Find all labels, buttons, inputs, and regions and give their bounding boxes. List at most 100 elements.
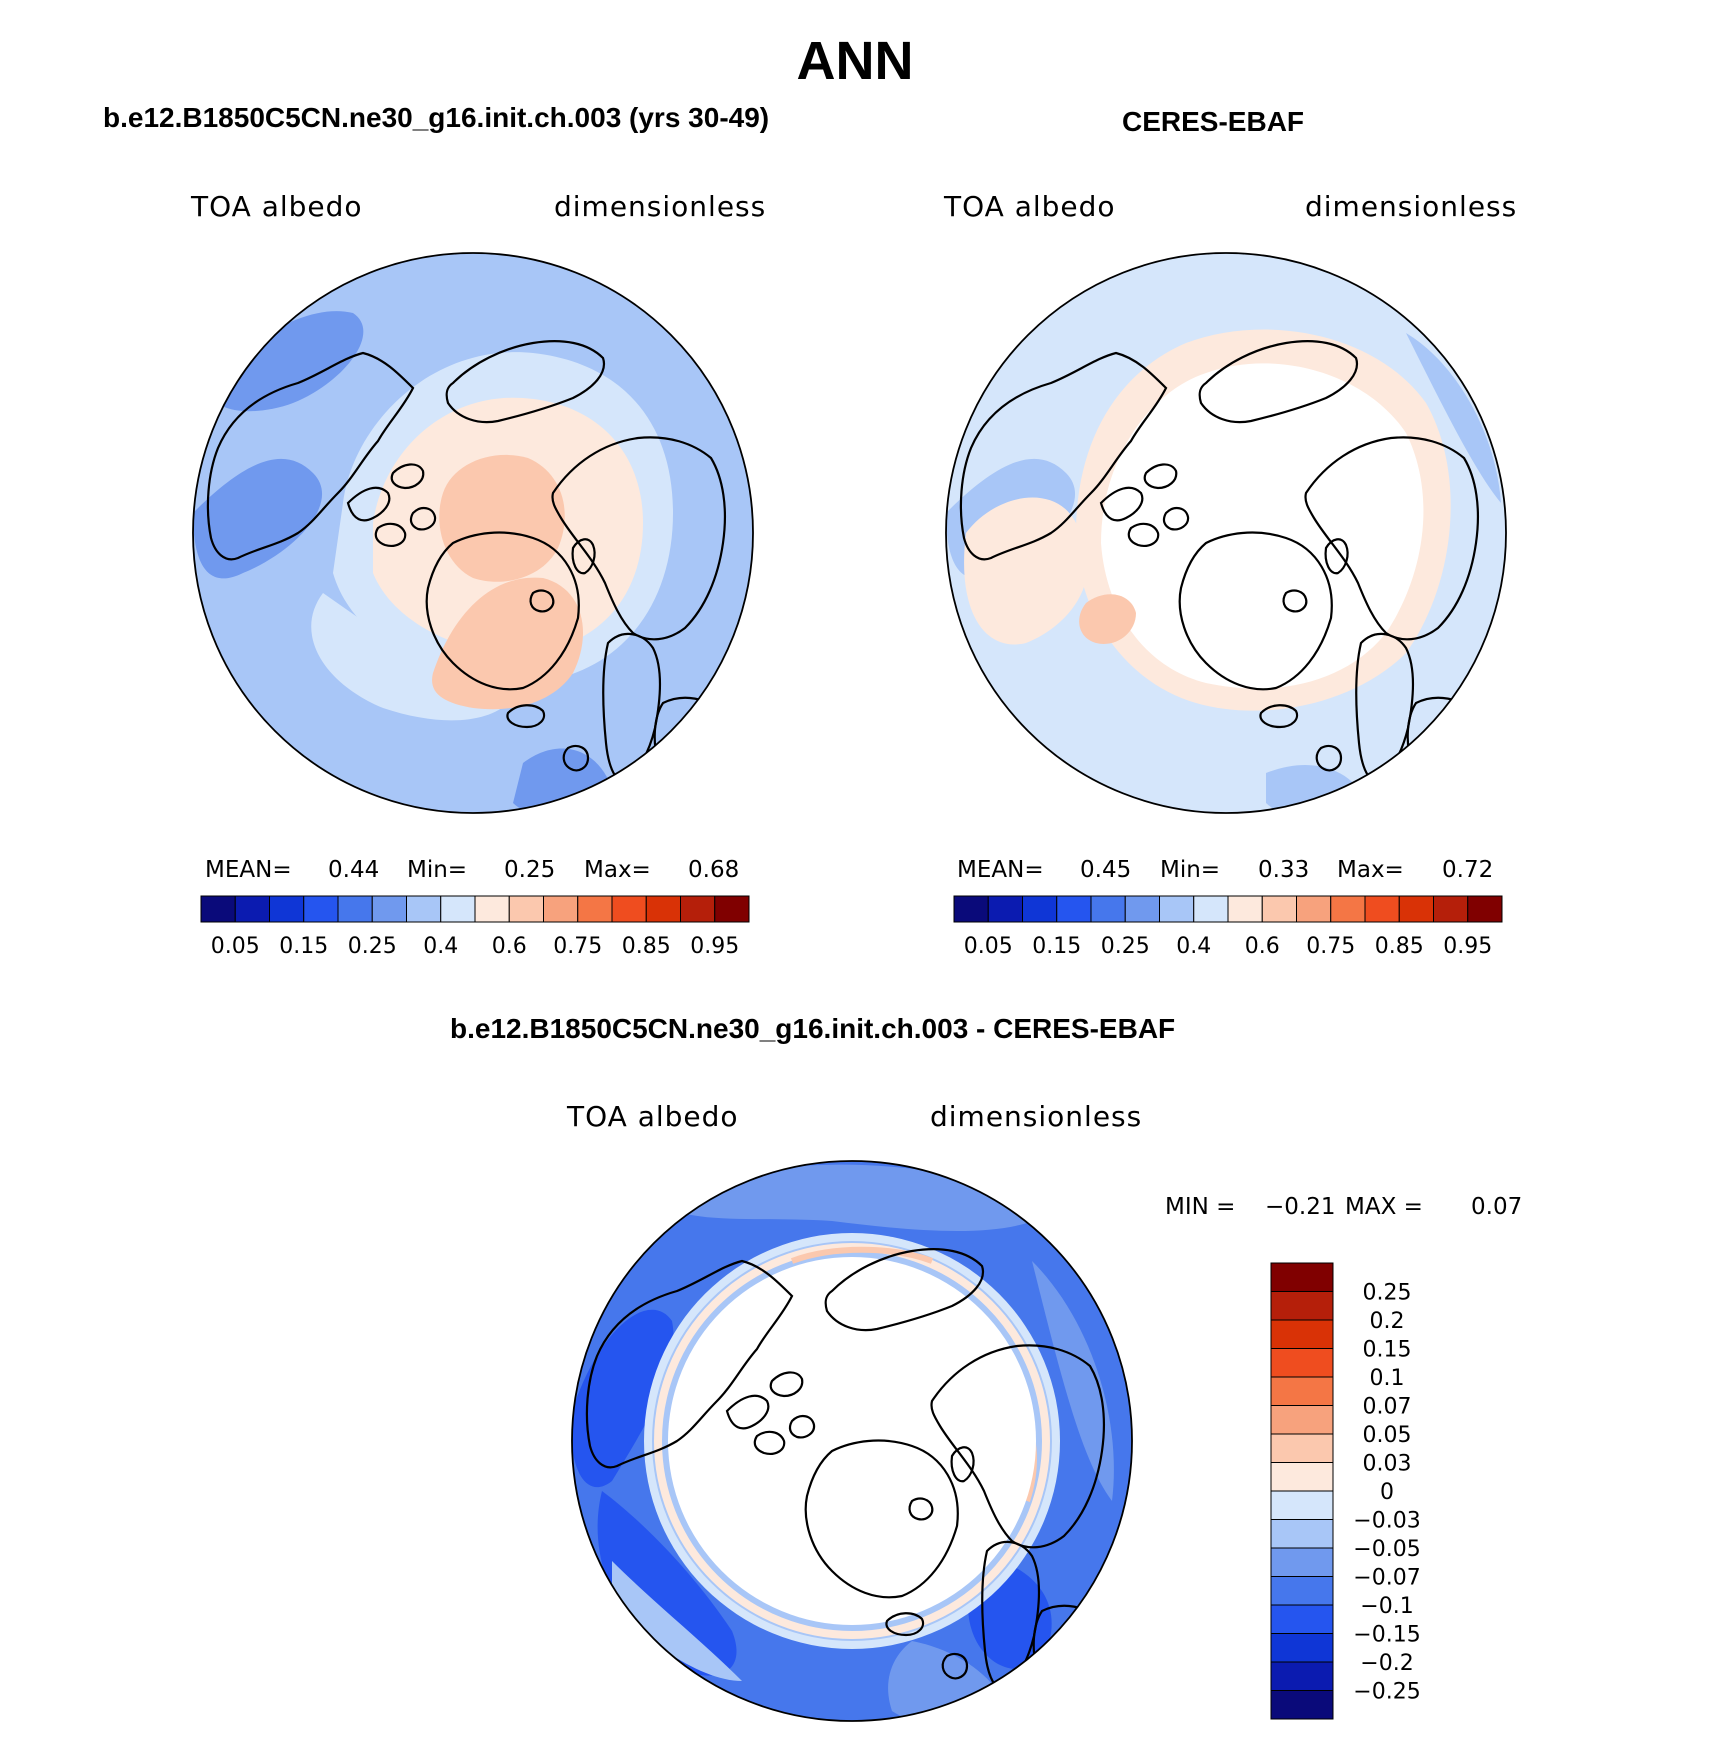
polar-map-diff: [571, 1160, 1133, 1722]
colorbar-tick-label: 0.05: [964, 934, 1013, 959]
colorbar-tick-label: 0.75: [1306, 934, 1355, 959]
colorbar-swatch: [1270, 1376, 1334, 1406]
colorbar-swatch: [611, 895, 647, 923]
colorbar-tick-label: 0.03: [1363, 1452, 1412, 1477]
colorbar-tick-label: 0.25: [1101, 934, 1150, 959]
units-label-model: dimensionless: [554, 190, 767, 223]
colorbar-tick-label: −0.15: [1353, 1623, 1420, 1648]
colorbar-swatch: [1270, 1319, 1334, 1349]
colorbar-diff: 0.25 0.2 0.15 0.1 0.07 0.05 0.03 0 −0.03 −0.05 −0.…: [1270, 1262, 1421, 1720]
panel-title-obs: CERES-EBAF: [1122, 106, 1305, 137]
colorbar-tick-label: 0.75: [553, 934, 602, 959]
stat-min-value-obs: 0.33: [1258, 857, 1310, 883]
colorbar-swatch: [1227, 895, 1263, 923]
colorbar-swatch: [1022, 895, 1058, 923]
colorbar-tick-label: 0.2: [1370, 1309, 1405, 1334]
stat-min-value-model: 0.25: [504, 857, 556, 883]
colorbar-swatch: [1056, 895, 1092, 923]
colorbar-tick-label: −0.05: [1353, 1537, 1420, 1562]
colorbar-tick-label: 0.25: [348, 934, 397, 959]
colorbar-tick-label: 0.95: [1443, 934, 1492, 959]
stat-mean-value-obs: 0.45: [1080, 857, 1132, 883]
colorbar-tick-label: 0.15: [1032, 934, 1081, 959]
stat-mean-value-model: 0.44: [328, 857, 380, 883]
colorbar-tick-label: −0.2: [1360, 1651, 1413, 1676]
colorbar-swatch: [987, 895, 1023, 923]
colorbar-swatch: [440, 895, 476, 923]
colorbar-swatch: [1270, 1661, 1334, 1691]
panel-title-diff: b.e12.B1850C5CN.ne30_g16.init.ch.003 - C…: [450, 1013, 1176, 1044]
colorbar-swatch: [474, 895, 510, 923]
stat-max-value-diff: 0.07: [1471, 1194, 1523, 1220]
colorbar-swatch: [1270, 1576, 1334, 1606]
colorbar-swatch: [1296, 895, 1332, 923]
colorbar-swatch: [1330, 895, 1366, 923]
colorbar-tick-label: 0.85: [1375, 934, 1424, 959]
colorbar-swatch: [371, 895, 407, 923]
colorbar-swatch: [1193, 895, 1229, 923]
colorbar-swatch: [953, 895, 989, 923]
colorbar-swatch: [1364, 895, 1400, 923]
colorbar-tick-label: 0.95: [690, 934, 739, 959]
colorbar-swatch: [1270, 1604, 1334, 1634]
colorbar-tick-label: −0.07: [1353, 1566, 1420, 1591]
colorbar-swatch: [1270, 1405, 1334, 1435]
stat-mean-label-obs: MEAN=: [957, 857, 1044, 883]
colorbar-swatch: [1270, 1291, 1334, 1321]
colorbar-tick-label: 0.05: [1363, 1423, 1412, 1448]
colorbar-tick-label: 0.6: [1245, 934, 1280, 959]
stat-max-label-model: Max=: [584, 857, 651, 883]
colorbar-swatch: [1270, 1433, 1334, 1463]
colorbar-swatch: [406, 895, 442, 923]
colorbar-swatch: [1270, 1519, 1334, 1549]
stat-max-value-obs: 0.72: [1442, 857, 1494, 883]
colorbar-tick-label: 0.05: [211, 934, 260, 959]
colorbar-tick-label: −0.03: [1353, 1509, 1420, 1534]
polar-map-obs: [945, 252, 1507, 814]
colorbar-swatch: [269, 895, 305, 923]
colorbar-swatch: [1270, 1633, 1334, 1663]
colorbar-swatch: [543, 895, 579, 923]
colorbar-swatch: [1467, 895, 1503, 923]
colorbar-tick-label: 0.15: [1363, 1338, 1412, 1363]
colorbar-swatch: [1270, 1690, 1334, 1720]
variable-label-model: TOA albedo: [191, 190, 363, 223]
stat-mean-label-model: MEAN=: [205, 857, 292, 883]
colorbar-swatch: [337, 895, 373, 923]
stat-min-label-model: Min=: [407, 857, 468, 883]
colorbar-swatch: [303, 895, 339, 923]
stat-max-label-obs: Max=: [1337, 857, 1404, 883]
colorbar-swatch: [1398, 895, 1434, 923]
colorbar-swatch: [1159, 895, 1195, 923]
colorbar-swatch: [508, 895, 544, 923]
colorbar-swatch: [1270, 1547, 1334, 1577]
colorbar-tick-label: 0.15: [279, 934, 328, 959]
colorbar-tick-label: 0.4: [1176, 934, 1211, 959]
colorbar-swatch: [1270, 1262, 1334, 1292]
colorbar-swatch: [680, 895, 716, 923]
units-label-diff: dimensionless: [930, 1100, 1143, 1133]
variable-label-obs: TOA albedo: [944, 190, 1116, 223]
colorbar-tick-label: 0.6: [492, 934, 527, 959]
colorbar-tick-label: 0.07: [1363, 1395, 1412, 1420]
colorbar-swatch: [1270, 1348, 1334, 1378]
colorbar-tick-label: 0.85: [622, 934, 671, 959]
colorbar-swatch: [1090, 895, 1126, 923]
colorbar-swatch: [645, 895, 681, 923]
variable-label-diff: TOA albedo: [567, 1100, 739, 1133]
colorbar-swatch: [577, 895, 613, 923]
figure-title: ANN: [796, 31, 914, 91]
stat-max-label-diff: MAX =: [1345, 1194, 1423, 1220]
colorbar-swatch: [234, 895, 270, 923]
colorbar-swatch: [714, 895, 750, 923]
colorbar-swatch: [1270, 1490, 1334, 1520]
colorbar-swatch: [1270, 1462, 1334, 1492]
colorbar-tick-label: −0.25: [1353, 1680, 1420, 1705]
colorbar-tick-label: 0.4: [423, 934, 458, 959]
stat-max-value-model: 0.68: [688, 857, 740, 883]
stat-min-label-diff: MIN =: [1165, 1194, 1236, 1220]
colorbar-tick-label: 0: [1380, 1480, 1394, 1505]
colorbar-obs: 0.05 0.15 0.25 0.4 0.6 0.75 0.85 0.95: [953, 895, 1503, 959]
colorbar-model: 0.05 0.15 0.25 0.4 0.6 0.75 0.85 0.95: [200, 895, 750, 959]
colorbar-tick-label: 0.1: [1370, 1366, 1405, 1391]
